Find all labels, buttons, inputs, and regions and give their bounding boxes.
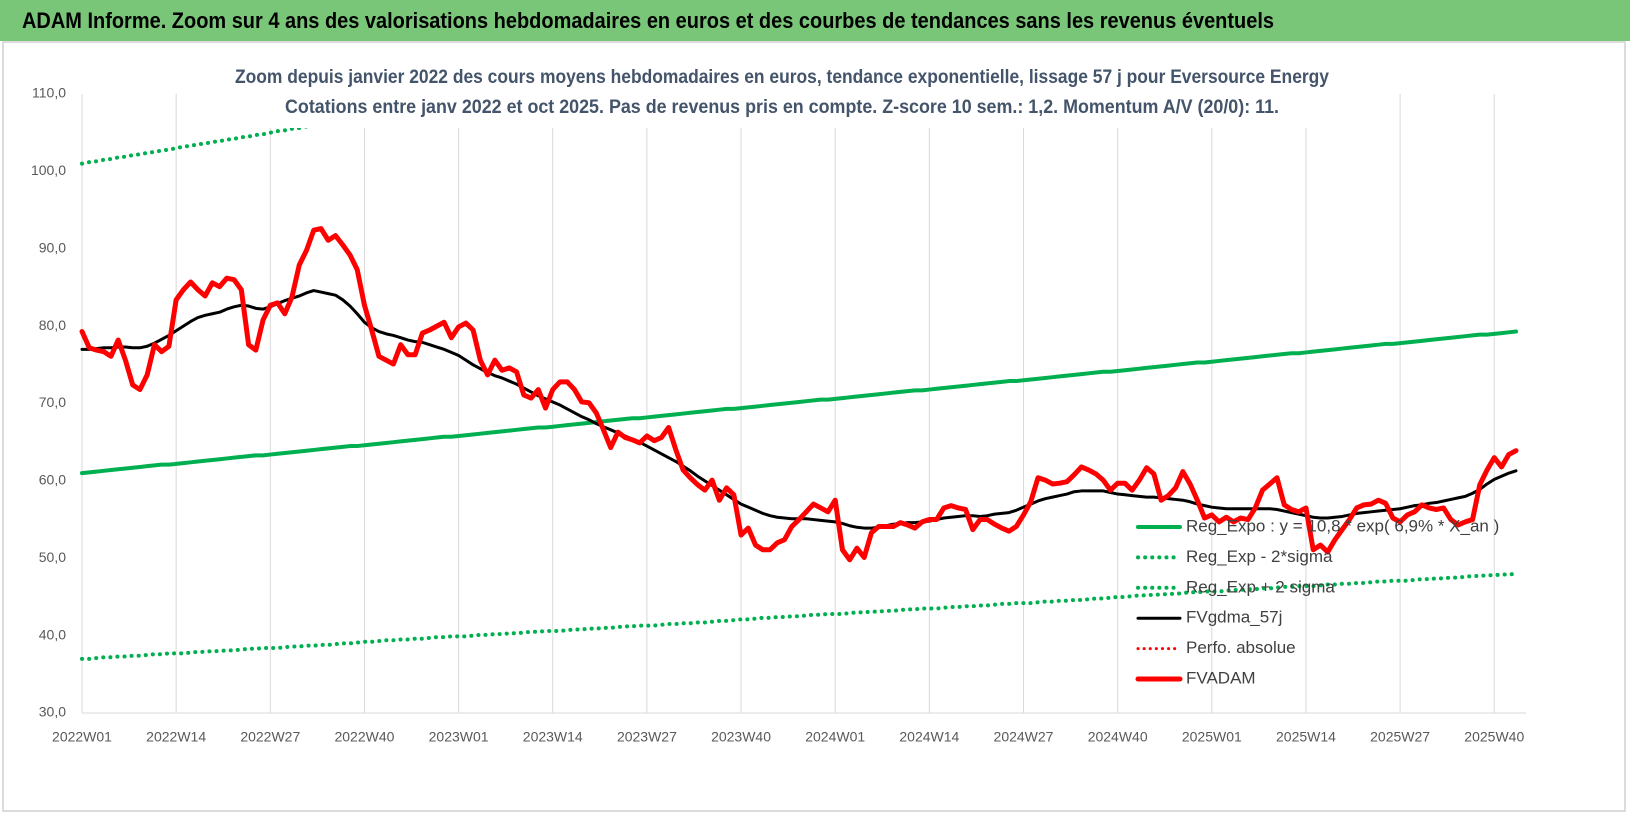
header-bar <box>0 0 1630 41</box>
legend-label: FVADAM <box>1186 668 1256 687</box>
legend-label: Reg_Exp + 2 sigma <box>1186 577 1335 596</box>
y-tick-label: 80,0 <box>39 317 66 333</box>
x-tick-label: 2025W14 <box>1276 729 1336 745</box>
x-tick-label: 2023W01 <box>429 729 489 745</box>
x-tick-label: 2024W40 <box>1088 729 1148 745</box>
y-tick-label: 100,0 <box>31 162 66 178</box>
x-tick-label: 2023W40 <box>711 729 771 745</box>
grid: 30,0 40,0 50,0 60,0 70,0 80,0 90,0 100,0 110,0 20… <box>31 85 1526 745</box>
legend-label: Perfo. absolue <box>1186 638 1296 657</box>
legend: Reg_Expo : y = 10,8 * exp( 6,9% * X_an )… <box>1135 516 1499 687</box>
x-tick-label: 2022W01 <box>52 729 112 745</box>
x-tick-label: 2025W01 <box>1182 729 1242 745</box>
chart-frame <box>2 41 1626 812</box>
plot-lines <box>79 94 1519 661</box>
y-tick-label: 110,0 <box>32 85 66 101</box>
legend-label: Reg_Exp - 2*sigma <box>1186 547 1333 566</box>
x-tick-label: 2022W40 <box>334 729 394 745</box>
x-tick-label: 2023W14 <box>523 729 583 745</box>
series-line <box>80 329 1518 476</box>
x-tick-label: 2023W27 <box>617 729 677 745</box>
x-tick-label: 2024W01 <box>805 729 865 745</box>
chart-subtitle: Cotations entre janv 2022 et oct 2025. P… <box>285 97 1279 118</box>
y-tick-label: 70,0 <box>39 394 66 410</box>
legend-label: FVgdma_57j <box>1186 608 1282 627</box>
x-tick-label: 2024W14 <box>899 729 959 745</box>
x-tick-label: 2024W27 <box>994 729 1054 745</box>
x-tick-label: 2025W27 <box>1370 729 1430 745</box>
y-tick-label: 50,0 <box>39 549 66 565</box>
title-background <box>228 58 1336 128</box>
x-tick-label: 2022W27 <box>240 729 300 745</box>
series-line <box>79 226 1519 563</box>
x-tick-label: 2022W14 <box>146 729 206 745</box>
y-tick-label: 60,0 <box>39 472 66 488</box>
y-tick-label: 30,0 <box>39 704 66 720</box>
chart-title: Zoom depuis janvier 2022 des cours moyen… <box>235 67 1329 88</box>
series-line <box>80 571 1518 661</box>
y-tick-label: 40,0 <box>39 626 66 642</box>
x-tick-label: 2025W40 <box>1464 729 1524 745</box>
legend-label: Reg_Expo : y = 10,8 * exp( 6,9% * X_an ) <box>1186 516 1499 535</box>
header-title: ADAM Informe. Zoom sur 4 ans des valoris… <box>22 8 1274 33</box>
y-tick-label: 90,0 <box>39 239 66 255</box>
